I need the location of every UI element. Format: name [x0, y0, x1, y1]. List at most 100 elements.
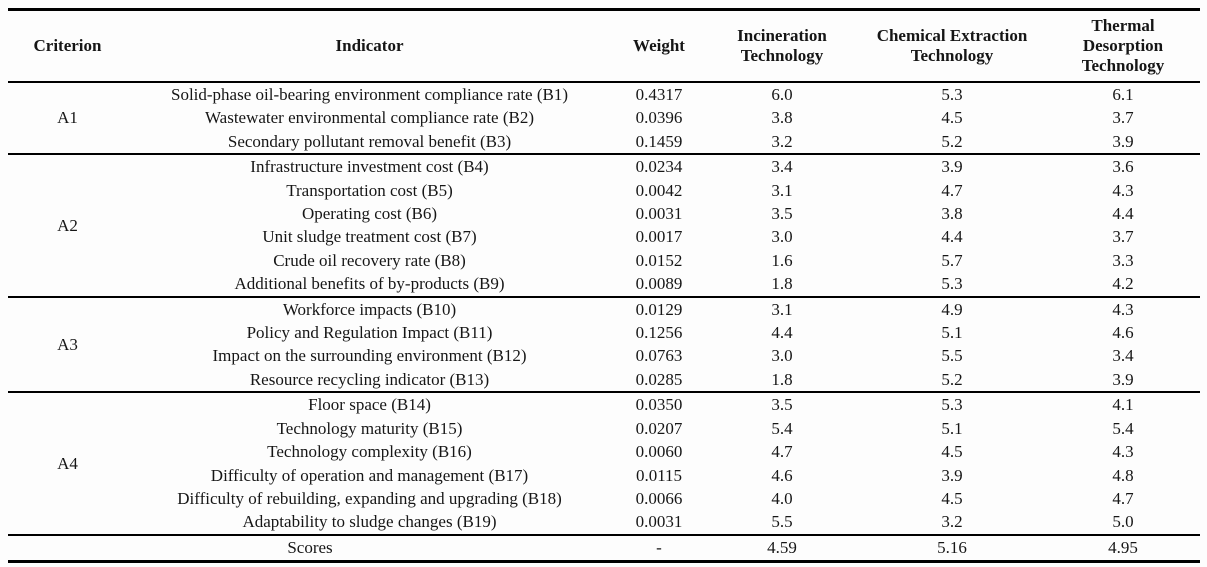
chemical-extraction-value: 4.9: [941, 299, 963, 319]
indicator-row: Unit sludge treatment cost (B7) 0.0017 3.0…: [8, 225, 1200, 248]
incineration-value: 3.0: [771, 227, 793, 247]
indicator-cell: Policy and Regulation Impact (B11): [246, 323, 493, 343]
col-header-criterion: Criterion: [33, 36, 102, 55]
chemical-extraction-value: 5.7: [941, 250, 963, 270]
chemical-extraction-value: 4.5: [941, 108, 963, 128]
incineration-value: 1.8: [771, 369, 793, 389]
thermal-desorption-value: 6.1: [1112, 85, 1134, 104]
criterion-group-a1: A1 Solid-phase oil-bearing environment co…: [8, 82, 1200, 154]
indicator-cell: Resource recycling indicator (B13): [249, 369, 490, 389]
weight-cell: 0.0129: [635, 299, 683, 319]
thermal-desorption-value: 5.4: [1112, 418, 1134, 438]
indicator-cell: Technology complexity (B16): [267, 442, 472, 462]
weight-cell: 0.0115: [635, 465, 683, 485]
chemical-extraction-value: 5.1: [941, 323, 963, 343]
thermal-desorption-value: 5.0: [1112, 512, 1134, 532]
indicator-cell: Floor space (B14): [308, 395, 431, 415]
indicator-cell: Transportation cost (B5): [286, 180, 453, 200]
thermal-desorption-value: 4.3: [1112, 299, 1134, 319]
indicator-row: Impact on the surrounding environment (B…: [8, 344, 1200, 367]
criterion-group-a2: A2 Infrastructure investment cost (B4) 0.0…: [8, 154, 1200, 296]
incineration-value: 4.4: [771, 323, 793, 343]
scores-thermal-desorption-value: 4.95: [1108, 537, 1138, 557]
chemical-extraction-value: 5.1: [941, 418, 963, 438]
criterion-cell: A4: [57, 453, 78, 473]
chemical-extraction-value: 4.7: [941, 180, 963, 200]
weight-cell: 0.0285: [635, 369, 683, 389]
incineration-value: 3.2: [771, 131, 793, 151]
incineration-value: 3.5: [771, 395, 793, 415]
criterion-cell: A3: [57, 334, 78, 354]
indicator-row: Transportation cost (B5) 0.0042 3.1 4.7 4.3: [8, 179, 1200, 202]
incineration-value: 3.5: [771, 204, 793, 224]
indicator-row: Wastewater environmental compliance rate…: [8, 106, 1200, 129]
chemical-extraction-value: 4.4: [941, 227, 963, 247]
weight-cell: 0.0060: [635, 442, 683, 462]
thermal-desorption-value: 4.7: [1112, 488, 1134, 508]
weight-cell: 0.0207: [635, 418, 683, 438]
col-header-thermal-desorption-technology: Thermal Desorption Technology: [1081, 16, 1165, 75]
chemical-extraction-value: 4.5: [941, 488, 963, 508]
indicator-cell: Operating cost (B6): [301, 204, 438, 224]
indicator-cell: Crude oil recovery rate (B8): [273, 250, 466, 270]
weight-cell: 0.4317: [635, 85, 683, 104]
indicator-cell: Additional benefits of by-products (B9): [234, 274, 505, 294]
weight-cell: 0.0763: [635, 346, 683, 366]
incineration-value: 1.8: [771, 274, 793, 294]
indicator-row: Crude oil recovery rate (B8) 0.0152 1.6 5.7…: [8, 249, 1200, 272]
incineration-value: 5.4: [771, 418, 793, 438]
scores-incineration-value: 4.59: [767, 537, 797, 557]
thermal-desorption-value: 4.3: [1112, 442, 1134, 462]
chemical-extraction-value: 5.2: [941, 131, 963, 151]
weight-cell: 0.0017: [635, 227, 683, 247]
scores-row: Scores - 4.59 5.16 4.95: [8, 535, 1200, 562]
indicator-cell: Impact on the surrounding environment (B…: [212, 346, 527, 366]
indicator-row: A4 Floor space (B14) 0.0350 3.5 5.3 4.1: [8, 392, 1200, 473]
indicator-row: Technology maturity (B15) 0.0207 5.4 5.1 5.4: [8, 417, 1200, 440]
indicator-row: Policy and Regulation Impact (B11) 0.1256…: [8, 321, 1200, 344]
weight-cell: 0.0152: [635, 250, 683, 270]
table-footer: Scores - 4.59 5.16 4.95: [8, 534, 1200, 562]
header-row: Criterion Indicator Weight Incineration …: [8, 10, 1200, 83]
chemical-extraction-value: 5.3: [941, 85, 963, 104]
indicator-cell: Adaptability to sludge changes (B19): [242, 512, 497, 532]
criterion-group-a4: A4 Floor space (B14) 0.0350 3.5 5.3 4.1 Techno…: [8, 392, 1200, 534]
weight-cell: 0.0089: [635, 274, 683, 294]
incineration-value: 4.6: [771, 465, 793, 485]
thermal-desorption-value: 4.6: [1112, 323, 1134, 343]
indicator-cell: Infrastructure investment cost (B4): [250, 157, 489, 177]
incineration-value: 3.4: [771, 157, 793, 177]
weight-cell: 0.0396: [635, 108, 683, 128]
chemical-extraction-value: 3.2: [941, 512, 963, 532]
thermal-desorption-value: 4.1: [1112, 395, 1134, 415]
indicator-cell: Difficulty of rebuilding, expanding and …: [177, 488, 562, 508]
thermal-desorption-value: 4.3: [1112, 180, 1134, 200]
thermal-desorption-value: 3.6: [1112, 157, 1134, 177]
thermal-desorption-value: 3.7: [1112, 108, 1134, 128]
indicator-row: Adaptability to sludge changes (B19) 0.00…: [8, 510, 1200, 534]
incineration-value: 3.8: [771, 108, 793, 128]
col-header-chemical-extraction-technology: Chemical Extraction Technology: [876, 26, 1028, 65]
scores-chemical-extraction-value: 5.16: [937, 537, 967, 557]
incineration-value: 3.1: [771, 180, 793, 200]
weight-cell: 0.0350: [635, 395, 683, 415]
indicator-row: Operating cost (B6) 0.0031 3.5 3.8 4.4: [8, 202, 1200, 225]
scores-label: Scores: [287, 537, 333, 557]
indicator-row: Difficulty of rebuilding, expanding and …: [8, 487, 1200, 510]
indicator-cell: Technology maturity (B15): [276, 418, 463, 438]
col-header-weight: Weight: [633, 36, 685, 55]
thermal-desorption-value: 3.9: [1112, 131, 1134, 151]
incineration-value: 3.1: [771, 299, 793, 319]
chemical-extraction-value: 3.9: [941, 157, 963, 177]
weight-cell: 0.1459: [635, 131, 683, 151]
thermal-desorption-value: 3.7: [1112, 227, 1134, 247]
indicator-row: A1 Solid-phase oil-bearing environment co…: [8, 82, 1200, 127]
scores-weight: -: [656, 537, 662, 557]
chemical-extraction-value: 3.9: [941, 465, 963, 485]
criterion-cell: A2: [57, 215, 78, 235]
table-header: Criterion Indicator Weight Incineration …: [8, 10, 1200, 83]
indicator-cell: Workforce impacts (B10): [282, 299, 457, 319]
indicator-row: Additional benefits of by-products (B9) 0…: [8, 272, 1200, 296]
weight-cell: 0.0234: [635, 157, 683, 177]
weight-cell: 0.0042: [635, 180, 683, 200]
